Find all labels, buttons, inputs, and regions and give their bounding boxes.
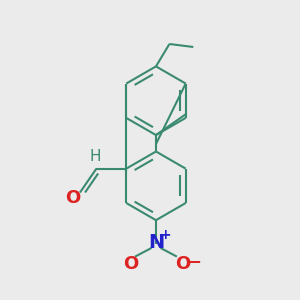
Text: O: O <box>175 255 190 273</box>
Text: N: N <box>148 233 164 252</box>
Text: H: H <box>89 148 100 164</box>
Text: O: O <box>65 189 80 207</box>
Text: −: − <box>187 252 201 270</box>
Text: +: + <box>159 228 171 242</box>
Text: O: O <box>123 255 138 273</box>
